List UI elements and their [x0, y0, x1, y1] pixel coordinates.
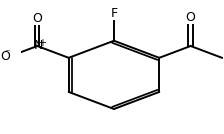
- Text: O: O: [32, 12, 42, 25]
- Text: +: +: [38, 38, 46, 48]
- Text: O: O: [186, 11, 196, 24]
- Text: N: N: [34, 39, 43, 52]
- Text: O: O: [0, 50, 10, 63]
- Text: F: F: [110, 7, 118, 20]
- Text: ⁻: ⁻: [4, 48, 10, 58]
